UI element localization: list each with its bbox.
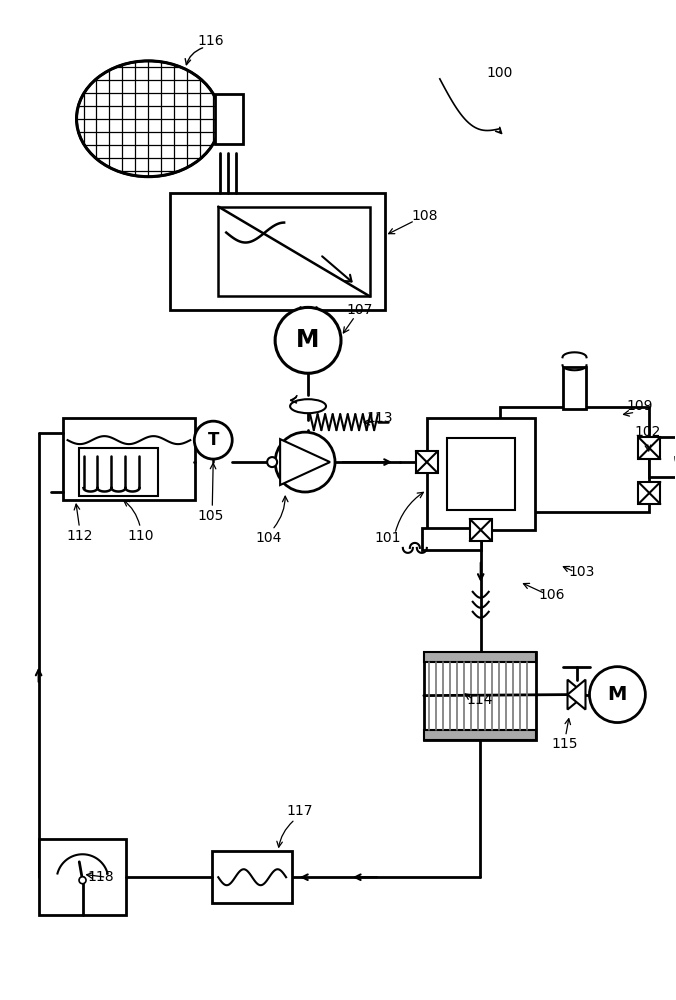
Text: 106: 106: [538, 588, 565, 602]
Circle shape: [275, 307, 341, 373]
Text: 100: 100: [487, 66, 513, 80]
Polygon shape: [568, 680, 585, 710]
Text: 116: 116: [197, 34, 224, 48]
Text: 114: 114: [466, 693, 493, 707]
Text: M: M: [608, 685, 627, 704]
Bar: [470, 519, 491, 541]
Circle shape: [194, 421, 233, 459]
Text: 104: 104: [255, 531, 281, 545]
Text: 110: 110: [127, 529, 153, 543]
Bar: [215, 94, 243, 144]
Text: 112: 112: [66, 529, 93, 543]
Bar: [650, 437, 676, 477]
Bar: [218, 207, 370, 296]
Text: 117: 117: [287, 804, 314, 818]
Text: 103: 103: [569, 565, 595, 579]
Bar: [500, 407, 650, 512]
Text: 108: 108: [412, 209, 438, 223]
Text: M: M: [296, 328, 320, 352]
Text: 113: 113: [366, 411, 393, 425]
Bar: [447, 438, 514, 510]
Bar: [39, 839, 126, 915]
Bar: [170, 193, 385, 310]
Bar: [427, 418, 535, 530]
Text: 101: 101: [375, 531, 401, 545]
Bar: [638, 437, 660, 459]
Text: 105: 105: [197, 509, 224, 523]
Circle shape: [275, 432, 335, 492]
Bar: [78, 448, 158, 496]
Circle shape: [79, 877, 86, 884]
Bar: [63, 418, 195, 500]
Bar: [424, 652, 535, 662]
Bar: [424, 730, 535, 740]
Polygon shape: [568, 680, 585, 710]
Bar: [638, 482, 660, 504]
Text: T: T: [208, 431, 219, 449]
Circle shape: [267, 457, 277, 467]
Text: 115: 115: [552, 737, 578, 751]
Polygon shape: [280, 439, 330, 485]
Circle shape: [589, 667, 646, 723]
Bar: [562, 367, 587, 409]
Bar: [422, 528, 481, 550]
Bar: [424, 652, 535, 740]
Ellipse shape: [76, 61, 220, 177]
Text: 118: 118: [87, 870, 114, 884]
Bar: [212, 851, 292, 903]
Ellipse shape: [290, 399, 326, 413]
Text: 107: 107: [347, 303, 373, 317]
Bar: [416, 451, 438, 473]
Text: 102: 102: [634, 425, 660, 439]
Text: 109: 109: [626, 399, 652, 413]
